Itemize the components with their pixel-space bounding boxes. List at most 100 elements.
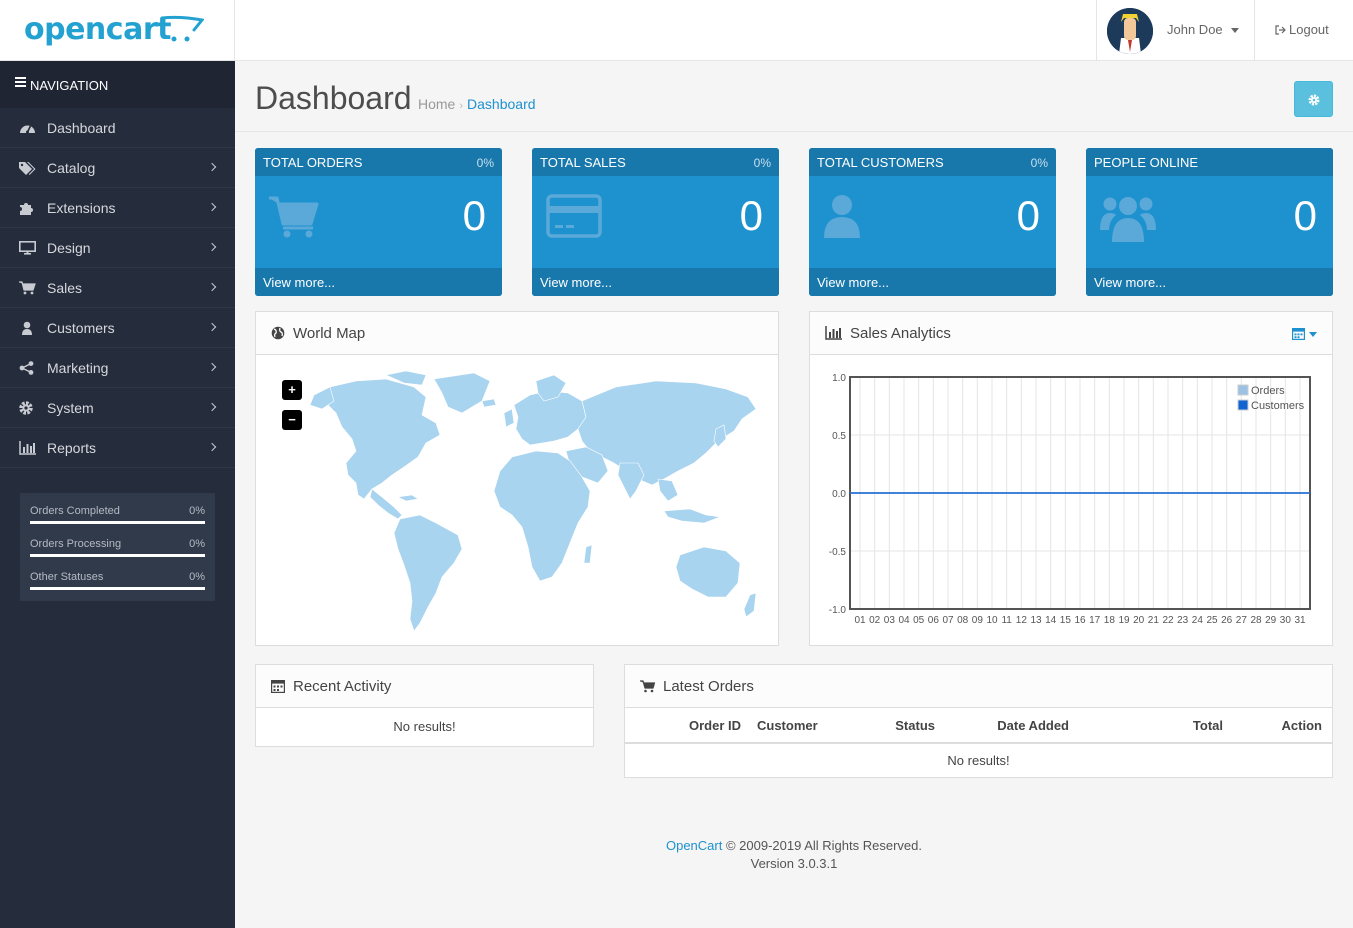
tile-total-orders: TOTAL ORDERS 0% 0 View more... [255,148,502,296]
avatar [1107,8,1153,54]
x-tick-label: 03 [884,615,896,626]
zoom-out-button[interactable]: − [282,410,302,430]
sidebar-item-marketing[interactable]: Marketing [0,348,235,388]
tile-percent: 0% [753,156,771,170]
map-caribbean [397,494,419,502]
map-australia [675,546,741,598]
map-africa [493,450,591,582]
sidebar-item-dashboard[interactable]: Dashboard [0,108,235,148]
settings-button[interactable] [1294,81,1333,117]
chevron-right-icon [207,202,217,212]
cog-icon [1308,94,1320,106]
map-southeast-asia [657,478,679,502]
copyright: © 2009-2019 All Rights Reserved. [722,838,922,853]
sidebar-item-sales[interactable]: Sales [0,268,235,308]
map-iceland [481,398,497,408]
map-madagascar [583,544,593,564]
x-tick-label: 31 [1294,615,1306,626]
x-tick-label: 08 [957,615,969,626]
logo[interactable]: opencart [0,0,235,61]
legend-label: Customers [1251,400,1305,412]
logo-cart-icon [160,15,204,42]
x-tick-label: 23 [1177,615,1189,626]
puzzle-icon [20,203,33,215]
map-new-zealand [743,592,757,618]
range-dropdown[interactable] [1291,326,1317,343]
column-order-id[interactable]: Order ID [688,718,741,733]
x-tick-label: 18 [1104,615,1116,626]
sidebar-item-customers[interactable]: Customers [0,308,235,348]
sidebar-item-reports[interactable]: Reports [0,428,235,468]
column-status[interactable]: Status [895,718,935,733]
cog-icon [19,401,33,415]
view-more-link[interactable]: View more... [1086,268,1333,296]
logout-button[interactable]: Logout [1254,0,1353,61]
navigation-header: NAVIGATION [0,61,235,108]
view-more-link[interactable]: View more... [532,268,779,296]
footer: OpenCart © 2009-2019 All Rights Reserved… [235,837,1353,873]
calendar-icon [271,680,285,693]
tile-title: TOTAL SALES [540,155,626,170]
breadcrumb-home[interactable]: Home [418,96,456,112]
order-stats: Orders Completed 0% Orders Processing 0%… [20,493,215,601]
sidebar-item-extensions[interactable]: Extensions [0,188,235,228]
empty-message: No results! [393,719,456,734]
progress-bar [30,521,205,524]
sidebar-item-label: Extensions [47,200,116,216]
tile-value: 0 [739,192,763,239]
x-tick-label: 12 [1016,615,1028,626]
chevron-right-icon [207,442,217,452]
x-tick-label: 28 [1250,615,1262,626]
panel-title: World Map [293,325,366,342]
tile-title: TOTAL CUSTOMERS [817,155,944,170]
zoom-in-button[interactable]: + [282,380,302,400]
x-tick-label: 29 [1265,615,1277,626]
view-more-link[interactable]: View more... [255,268,502,296]
credit-card-icon [546,194,602,238]
x-tick-label: 19 [1118,615,1130,626]
map-uk [503,408,515,428]
breadcrumb-separator: › [459,100,464,112]
tile-total-sales: TOTAL SALES 0% 0 View more... [532,148,779,296]
sales-analytics-panel: Sales Analytics 1.0 0.5 0.0 -0.5 -1.0 01 02 03 0… [809,311,1333,646]
x-tick-label: 25 [1206,615,1218,626]
x-tick-label: 14 [1045,615,1057,626]
x-tick-label: 30 [1280,615,1292,626]
x-tick-label: 05 [913,615,925,626]
tile-value: 0 [1293,192,1317,239]
page-title: Dashboard [255,80,412,116]
world-map[interactable] [286,367,776,637]
sidebar-item-system[interactable]: System [0,388,235,428]
x-tick-label: 04 [898,615,910,626]
tile-total-customers: TOTAL CUSTOMERS 0% 0 View more... [809,148,1056,296]
sidebar-item-label: Catalog [47,160,96,176]
share-icon [19,361,34,375]
tile-percent: 0% [1030,156,1048,170]
breadcrumb-dashboard[interactable]: Dashboard [467,96,536,112]
map-south-america [393,514,463,632]
map-indonesia [663,508,721,524]
sidebar-item-catalog[interactable]: Catalog [0,148,235,188]
map-india [617,462,645,500]
sign-out-icon [1275,25,1286,35]
legend-swatch [1237,399,1249,411]
users-icon [1100,197,1156,242]
sidebar-item-label: System [47,400,94,416]
user-menu[interactable]: John Doe [1096,0,1254,61]
column-customer[interactable]: Customer [757,718,818,733]
x-tick-label: 11 [1001,615,1012,626]
sidebar-item-label: Reports [47,440,97,456]
x-tick-label: 02 [869,615,881,626]
column-date-added[interactable]: Date Added [997,718,1069,733]
column-total[interactable]: Total [1192,718,1223,733]
x-tick-label: 13 [1030,615,1042,626]
x-tick-label: 24 [1192,615,1204,626]
x-tick-label: 10 [986,615,998,626]
recent-activity-panel: Recent Activity No results! [255,664,594,747]
sidebar-item-label: Dashboard [47,120,116,136]
view-more-link[interactable]: View more... [809,268,1056,296]
x-tick-label: 15 [1060,615,1072,626]
y-tick-label: 1.0 [832,373,846,384]
sidebar-item-design[interactable]: Design [0,228,235,268]
opencart-link[interactable]: OpenCart [665,838,723,853]
